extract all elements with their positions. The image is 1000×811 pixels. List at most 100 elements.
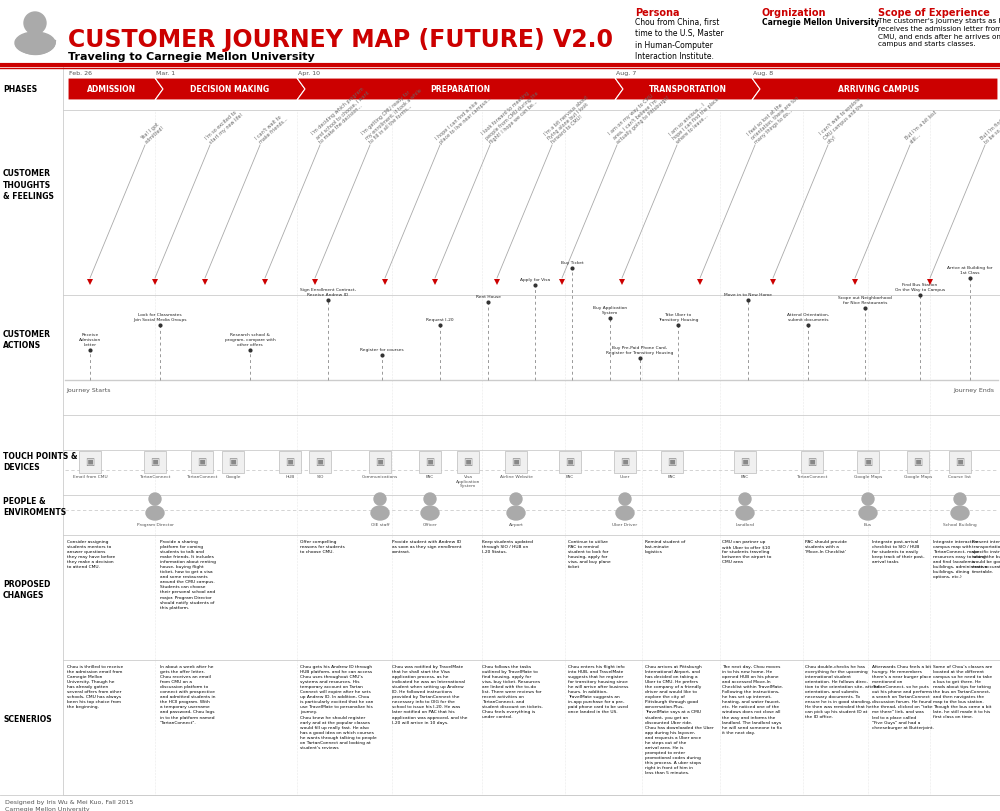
Circle shape <box>374 493 386 505</box>
Text: PREPARATION: PREPARATION <box>430 84 490 93</box>
Text: Chou was notified by TravelMate
that he shall start the Visa
application process: Chou was notified by TravelMate that he … <box>392 665 468 724</box>
FancyBboxPatch shape <box>661 451 683 473</box>
Circle shape <box>954 493 966 505</box>
Text: Request I-20: Request I-20 <box>426 318 454 322</box>
Text: Officer: Officer <box>423 523 437 527</box>
Text: But I'm finding CMU
to be so exciting!: But I'm finding CMU to be so exciting! <box>980 105 1000 145</box>
Text: Chou double-checks he has
everything for the upcoming
international student
orie: Chou double-checks he has everything for… <box>805 665 880 719</box>
Text: Carnegie Mellon University: Carnegie Mellon University <box>762 18 879 27</box>
Text: CUSTOMER
ACTIONS: CUSTOMER ACTIONS <box>3 330 51 350</box>
Ellipse shape <box>736 506 754 520</box>
Ellipse shape <box>371 506 389 520</box>
Text: Take Uber to
Transitory Housing: Take Uber to Transitory Housing <box>658 313 698 322</box>
Text: School Building: School Building <box>943 523 977 527</box>
Text: Aug. 7: Aug. 7 <box>616 71 636 76</box>
Text: TartanConnect: TartanConnect <box>186 475 218 479</box>
Text: CUSTOMER
THOUGHTS
& FEELINGS: CUSTOMER THOUGHTS & FEELINGS <box>3 169 54 200</box>
Text: The next day, Chou moves
in to his new home. He
opened HUB on his phone
and acce: The next day, Chou moves in to his new h… <box>722 665 783 735</box>
FancyBboxPatch shape <box>857 451 879 473</box>
Text: Consider assigning
students mentors to
answer questions
they may have before
the: Consider assigning students mentors to a… <box>67 540 115 569</box>
Text: DECISION MAKING: DECISION MAKING <box>190 84 270 93</box>
Text: TartanConnect: TartanConnect <box>139 475 171 479</box>
Text: I can't wait to
make friends...: I can't wait to make friends... <box>255 113 289 145</box>
Text: I look forward to meeting
people from CMU during the
flight! I hope we can be...: I look forward to meeting people from CM… <box>481 86 544 145</box>
Text: Find Bus Station
On the Way to Campus: Find Bus Station On the Way to Campus <box>895 283 945 292</box>
Circle shape <box>149 493 161 505</box>
Text: I feel so lost at the
orientation, there are too
many things to do...: I feel so lost at the orientation, there… <box>746 91 803 145</box>
FancyBboxPatch shape <box>309 451 331 473</box>
Text: Some of Chou's classes are
located at the different
campus so he need to take
a : Some of Chou's classes are located at th… <box>933 665 992 719</box>
Text: ▣: ▣ <box>375 457 385 467</box>
Text: ▣: ▣ <box>150 457 160 467</box>
Text: Chou arrives at Pittsburgh
International Airport, and
has decided on taking a
Ub: Chou arrives at Pittsburgh International… <box>645 665 714 775</box>
Circle shape <box>619 493 631 505</box>
Text: I can't wait to explore
CMU campus and the
city!: I can't wait to explore CMU campus and t… <box>819 97 870 145</box>
Ellipse shape <box>15 32 55 54</box>
Text: Scope of Experience: Scope of Experience <box>878 8 990 18</box>
Text: PEOPLE &
ENVIROMENTS: PEOPLE & ENVIROMENTS <box>3 497 66 517</box>
Text: ▣: ▣ <box>740 457 750 467</box>
Text: Keep students updated
through SIO / HUB on
I-20 Status.: Keep students updated through SIO / HUB … <box>482 540 533 554</box>
Text: Remind student of
last-minute
logistics: Remind student of last-minute logistics <box>645 540 685 554</box>
Text: Google Maps: Google Maps <box>904 475 932 479</box>
Polygon shape <box>68 78 163 100</box>
Text: SIO: SIO <box>316 475 324 479</box>
Text: ▣: ▣ <box>955 457 965 467</box>
Circle shape <box>24 12 46 34</box>
Text: Google: Google <box>225 475 241 479</box>
Text: PAC: PAC <box>426 475 434 479</box>
Text: PROPOSED
CHANGES: PROPOSED CHANGES <box>3 580 50 600</box>
Text: ▣: ▣ <box>620 457 630 467</box>
Text: Afterwards Chou feels a bit
hungry. He remembers
there's a near burger place
men: Afterwards Chou feels a bit hungry. He r… <box>872 665 934 730</box>
Circle shape <box>510 493 522 505</box>
Text: Email from CMU: Email from CMU <box>73 475 107 479</box>
Text: HUB: HUB <box>285 475 295 479</box>
Text: Provide student with Andrew ID
as soon as they sign enrollment
contract.: Provide student with Andrew ID as soon a… <box>392 540 462 554</box>
FancyBboxPatch shape <box>505 451 527 473</box>
Text: I'm a bit nervous about
flying alone but I look
forward to CMU!: I'm a bit nervous about flying alone but… <box>543 94 597 145</box>
Ellipse shape <box>146 506 164 520</box>
Text: ▣: ▣ <box>197 457 207 467</box>
FancyBboxPatch shape <box>614 451 636 473</box>
Text: TartanConnect: TartanConnect <box>796 475 828 479</box>
Text: Present interactive
transportation map. Give
specific instruction on
taking the : Present interactive transportation map. … <box>972 540 1000 574</box>
Text: Program Director: Program Director <box>137 523 173 527</box>
Ellipse shape <box>859 506 877 520</box>
FancyBboxPatch shape <box>559 451 581 473</box>
FancyBboxPatch shape <box>79 451 101 473</box>
Text: Research school &
program, compare with
other offers: Research school & program, compare with … <box>225 333 275 347</box>
FancyBboxPatch shape <box>949 451 971 473</box>
Ellipse shape <box>421 506 439 520</box>
Text: I'm getting CMU ready for
my enrollment, it took a while
to fill in all the form: I'm getting CMU ready for my enrollment,… <box>361 84 427 145</box>
Text: Apply for Visa: Apply for Visa <box>520 278 550 282</box>
Text: Uber Driver: Uber Driver <box>612 523 638 527</box>
Text: Airport: Airport <box>509 523 523 527</box>
Text: PHASES: PHASES <box>3 84 37 93</box>
Circle shape <box>424 493 436 505</box>
Text: ▣: ▣ <box>285 457 295 467</box>
Text: SCENERIOS: SCENERIOS <box>3 715 52 724</box>
Text: Bus: Bus <box>864 523 872 527</box>
Text: I am on my way to CMU
area, I can't believe I'm
actually going to Pittsburgh!: I am on my way to CMU area, I can't beli… <box>608 86 671 145</box>
Text: ▣: ▣ <box>667 457 677 467</box>
Text: PAC should provide
students with a
'Move-In Checklist': PAC should provide students with a 'Move… <box>805 540 847 554</box>
Text: Aug. 8: Aug. 8 <box>753 71 773 76</box>
Text: TOUCH POINTS &
DEVICES: TOUCH POINTS & DEVICES <box>3 452 78 472</box>
Text: ▣: ▣ <box>425 457 435 467</box>
Text: Chou enters his flight info
into HUB, and TravelMate
suggests that he register
f: Chou enters his flight info into HUB, an… <box>568 665 628 714</box>
Ellipse shape <box>951 506 969 520</box>
Polygon shape <box>155 78 305 100</box>
Text: Visa
Application
System: Visa Application System <box>456 475 480 488</box>
Circle shape <box>862 493 874 505</box>
FancyBboxPatch shape <box>369 451 391 473</box>
FancyBboxPatch shape <box>222 451 244 473</box>
Text: Course list: Course list <box>948 475 972 479</box>
Ellipse shape <box>507 506 525 520</box>
Text: Mar. 1: Mar. 1 <box>156 71 175 76</box>
Text: Airline Website: Airline Website <box>500 475 532 479</box>
Text: ▣: ▣ <box>913 457 923 467</box>
Ellipse shape <box>616 506 634 520</box>
Text: Buy Ticket: Buy Ticket <box>561 261 583 265</box>
Text: Move in to New Home: Move in to New Home <box>724 293 772 297</box>
FancyBboxPatch shape <box>907 451 929 473</box>
